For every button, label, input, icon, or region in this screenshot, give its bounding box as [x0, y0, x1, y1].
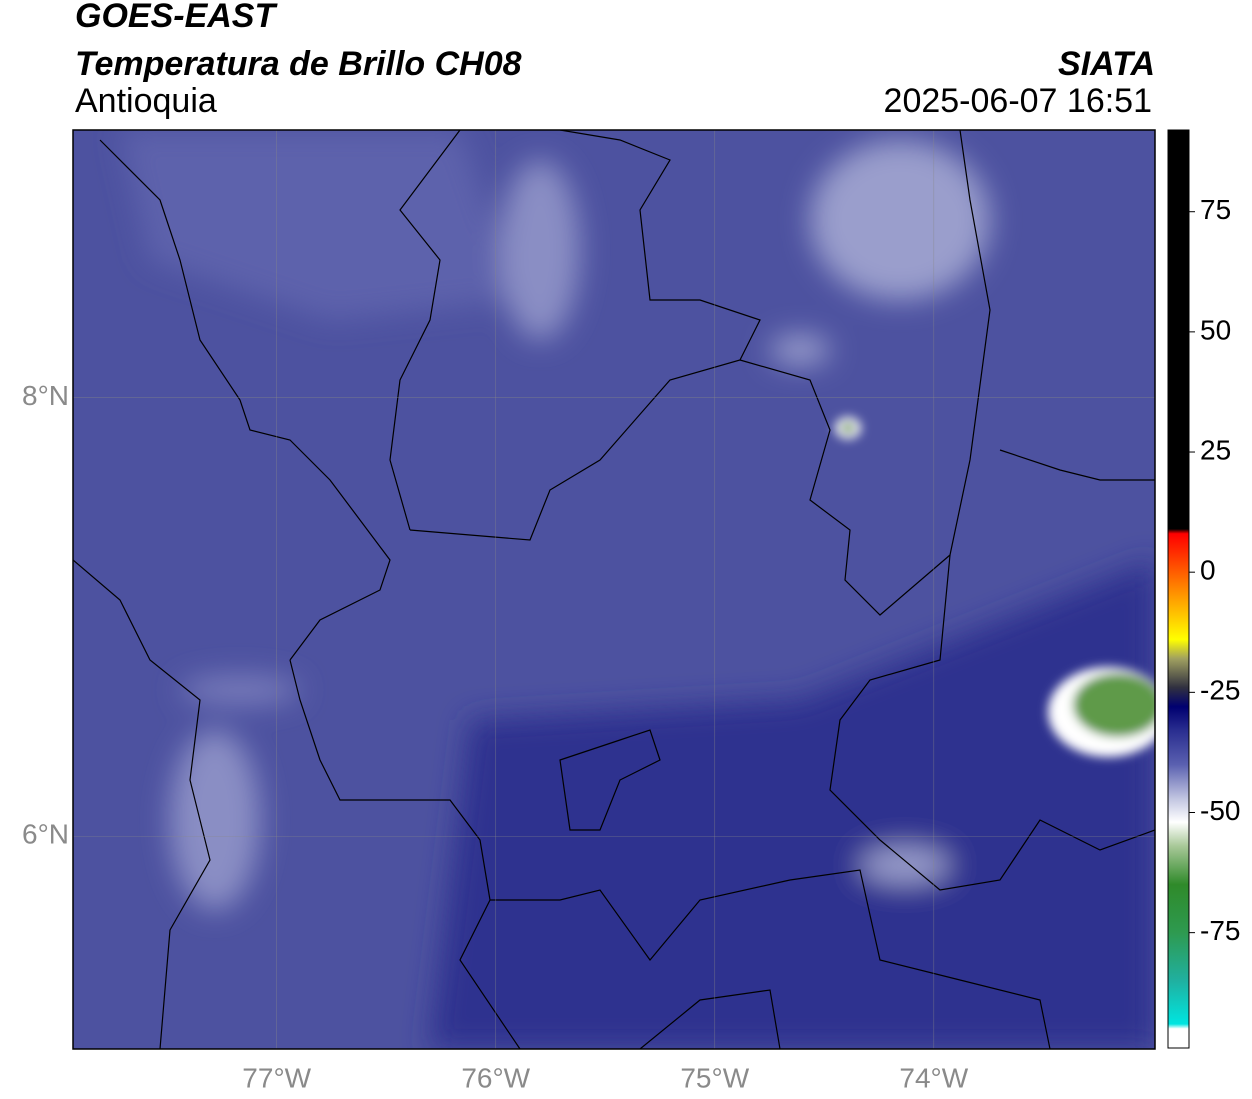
y-tick-label: 6°N: [22, 819, 69, 850]
colorbar-tick-label: -25: [1200, 675, 1240, 706]
map-frame: [72, 129, 1156, 1050]
y-tick-label: 8°N: [22, 380, 69, 411]
source: SIATA: [1058, 45, 1155, 83]
subtitle: Temperatura de Brillo CH08: [75, 45, 522, 83]
x-tick-label: 76°W: [461, 1062, 530, 1093]
map-image: [73, 130, 1155, 1049]
title: GOES-EAST: [75, 0, 278, 35]
colorbar: [1167, 129, 1190, 1049]
colorbar-tick-label: 0: [1200, 555, 1216, 586]
colorbar-tick-label: -75: [1200, 915, 1240, 946]
colorbar-tick-label: 25: [1200, 434, 1231, 465]
colorbar-tick-label: 50: [1200, 314, 1231, 345]
colorbar-tick-label: 75: [1200, 194, 1231, 225]
region: Antioquia: [75, 82, 217, 120]
x-tick-label: 75°W: [680, 1062, 749, 1093]
x-tick-label: 77°W: [242, 1062, 311, 1093]
datetime: 2025-06-07 16:51: [884, 82, 1152, 120]
x-tick-label: 74°W: [899, 1062, 968, 1093]
colorbar-tick-label: -50: [1200, 795, 1240, 826]
